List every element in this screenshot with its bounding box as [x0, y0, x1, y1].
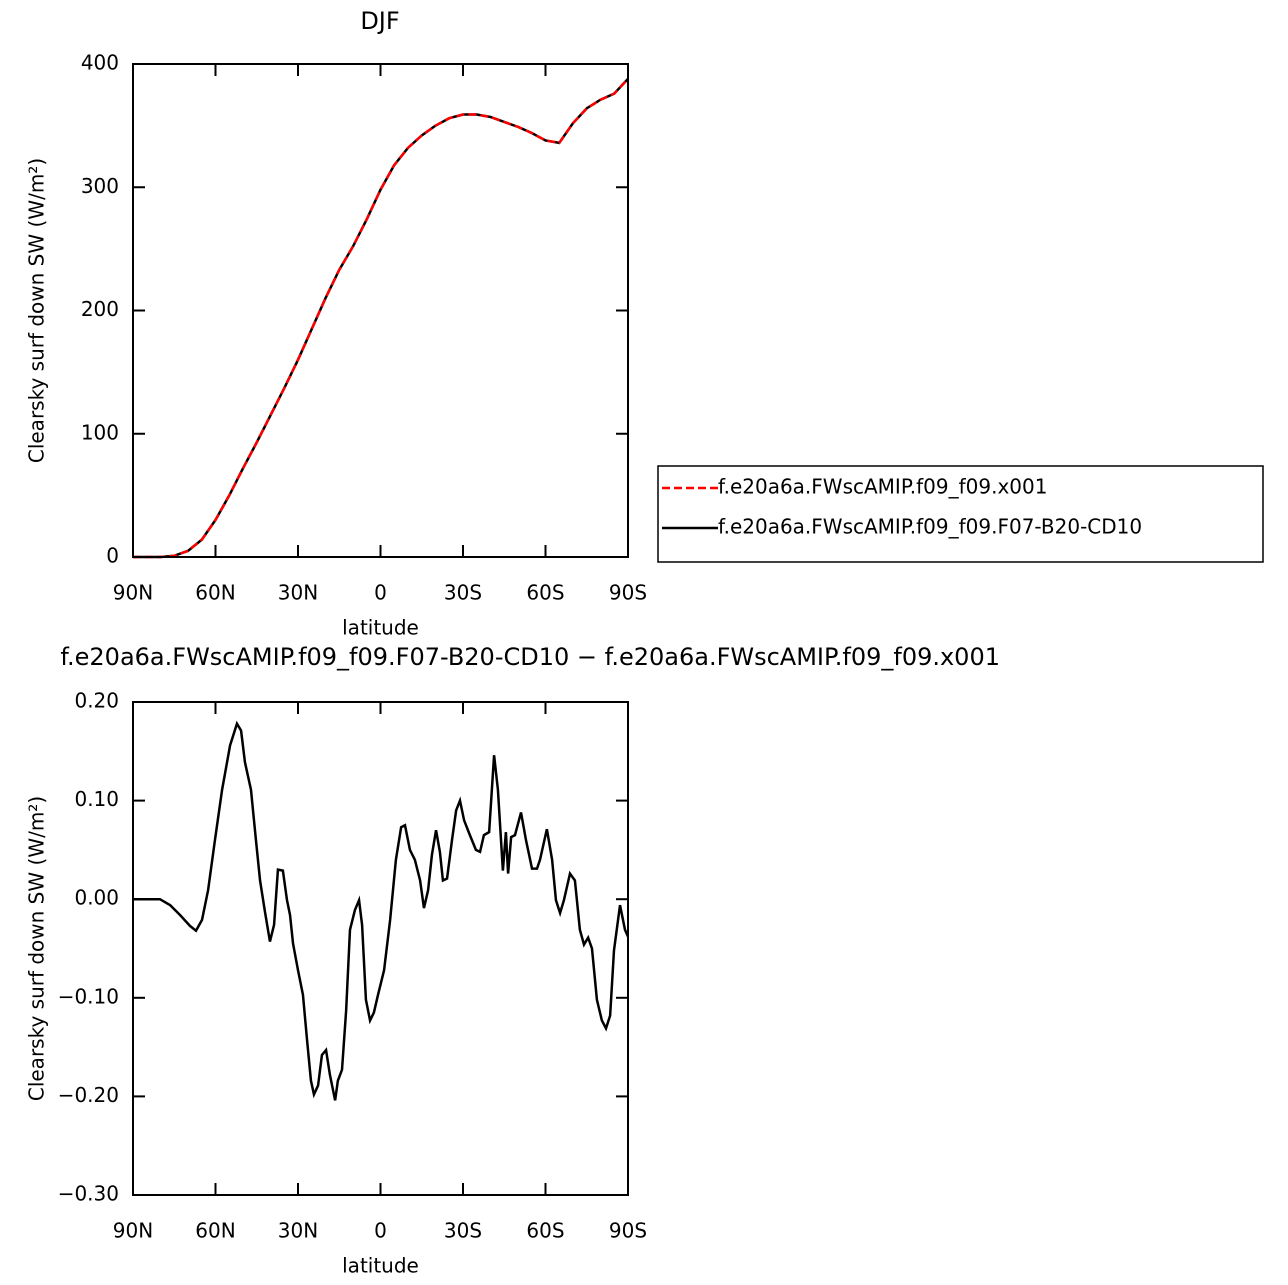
x-tick-label: 30N: [278, 1219, 318, 1243]
x-tick-label: 30S: [444, 1219, 482, 1243]
x-tick-label: 90N: [113, 581, 153, 605]
x-tick-label: 90N: [113, 1219, 153, 1243]
x-tick-label: 60S: [526, 581, 564, 605]
legend-box: [657, 465, 1264, 563]
x-tick-label: 90S: [609, 581, 647, 605]
y-axis-label: Clearsky surf down SW (W/m²): [25, 796, 49, 1101]
x-tick-label: 0: [374, 1219, 387, 1243]
chart-title: DJF: [360, 7, 399, 35]
x-tick-label: 60N: [195, 1219, 235, 1243]
y-tick-label: 0: [106, 544, 119, 568]
data-line: [133, 77, 629, 559]
legend-label: f.e20a6a.FWscAMIP.f09_f09.F07-B20-CD10: [718, 515, 1142, 539]
y-tick-label: −0.30: [58, 1182, 119, 1206]
plot-frame: [132, 63, 629, 558]
plot-frame: [132, 701, 629, 1196]
x-tick-label: 60S: [526, 1219, 564, 1243]
x-tick-label: 90S: [609, 1219, 647, 1243]
y-tick-label: 0.10: [74, 787, 119, 811]
data-line: [133, 77, 629, 559]
x-tick-label: 0: [374, 581, 387, 605]
legend-label: f.e20a6a.FWscAMIP.f09_f09.x001: [718, 475, 1047, 499]
x-tick-label: 60N: [195, 581, 235, 605]
y-axis-label: Clearsky surf down SW (W/m²): [25, 158, 49, 463]
x-axis-label: latitude: [342, 1254, 419, 1278]
y-tick-label: 0.20: [74, 689, 119, 713]
y-tick-label: 200: [81, 297, 119, 321]
x-tick-label: 30N: [278, 581, 318, 605]
y-tick-label: 0.00: [74, 886, 119, 910]
chart-title: f.e20a6a.FWscAMIP.f09_f09.F07-B20-CD10 −…: [60, 643, 1000, 671]
x-axis-label: latitude: [342, 616, 419, 640]
data-line: [133, 720, 630, 1101]
y-tick-label: −0.20: [58, 1083, 119, 1107]
x-tick-label: 30S: [444, 581, 482, 605]
y-tick-label: 300: [81, 174, 119, 198]
y-tick-label: 100: [81, 420, 119, 444]
y-tick-label: 400: [81, 51, 119, 75]
y-tick-label: −0.10: [58, 984, 119, 1008]
